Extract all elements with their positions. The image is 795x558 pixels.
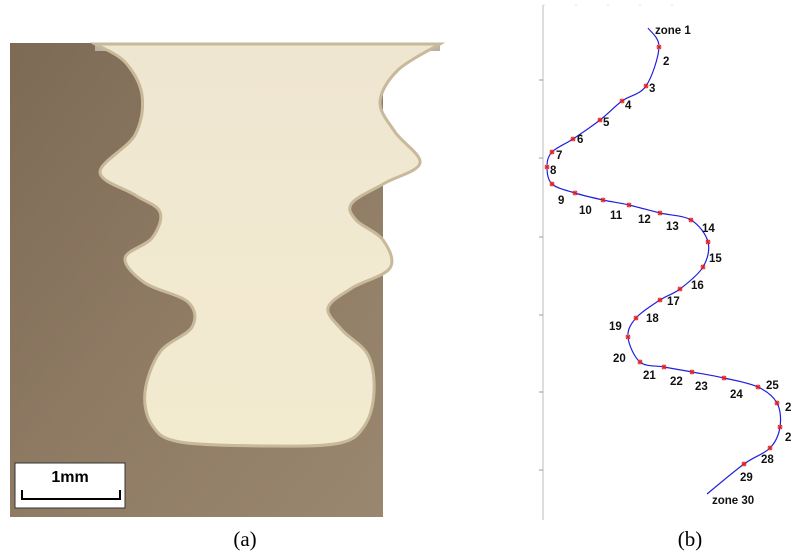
zone-label: 3 bbox=[649, 83, 655, 95]
zone-label: 23 bbox=[695, 381, 708, 393]
page: 1mm zone 1234567891011121314151617181920… bbox=[0, 0, 795, 558]
zone-label: 7 bbox=[556, 150, 562, 162]
zone-marker bbox=[658, 211, 663, 216]
profile-curve bbox=[547, 28, 781, 494]
zone-label: zone 1 bbox=[655, 25, 691, 37]
zone-label: 20 bbox=[613, 353, 626, 365]
zone-marker bbox=[620, 99, 625, 104]
zone-label: 4 bbox=[625, 100, 632, 112]
zone-marker bbox=[545, 165, 550, 170]
zone-marker bbox=[644, 84, 649, 89]
zone-marker bbox=[571, 137, 576, 142]
zone-label: 16 bbox=[691, 280, 704, 292]
zone-marker bbox=[678, 287, 683, 292]
zone-label: 29 bbox=[740, 472, 753, 484]
zone-label: 22 bbox=[670, 376, 683, 388]
caption-b: (b) bbox=[678, 527, 703, 551]
zone-marker bbox=[627, 203, 632, 208]
zone-marker bbox=[775, 401, 780, 406]
zone-label: 2 bbox=[785, 432, 791, 444]
panel-a-photo: 1mm bbox=[10, 43, 440, 517]
zone-label: 15 bbox=[709, 253, 722, 265]
zone-label: 19 bbox=[609, 321, 622, 333]
zone-marker bbox=[550, 182, 555, 187]
zone-label: 11 bbox=[610, 210, 623, 222]
zone-label: 10 bbox=[579, 205, 592, 217]
zone-marker bbox=[601, 198, 606, 203]
zone-marker bbox=[722, 376, 727, 381]
slot bbox=[95, 44, 440, 446]
zone-label: 12 bbox=[638, 214, 651, 226]
zone-marker bbox=[662, 365, 667, 370]
zone-label: 5 bbox=[603, 117, 610, 129]
zone-marker bbox=[701, 265, 706, 270]
zone-label: 2 bbox=[785, 402, 791, 414]
caption-a: (a) bbox=[233, 527, 256, 551]
zone-label: 9 bbox=[558, 195, 564, 207]
zone-marker bbox=[706, 240, 711, 245]
zone-marker bbox=[658, 298, 663, 303]
zone-marker bbox=[634, 316, 639, 321]
zone-label: zone 30 bbox=[712, 495, 754, 507]
zone-marker bbox=[598, 118, 603, 123]
zone-label: 8 bbox=[550, 165, 557, 177]
zone-label: 21 bbox=[643, 370, 656, 382]
zone-label: 2 bbox=[663, 56, 669, 68]
zone-marker bbox=[689, 218, 694, 223]
zone-label: 18 bbox=[646, 313, 659, 325]
zone-marker bbox=[573, 191, 578, 196]
zone-marker bbox=[756, 385, 761, 390]
zone-label: 25 bbox=[766, 380, 779, 392]
zone-label: 13 bbox=[666, 221, 679, 233]
zone-label: 6 bbox=[577, 134, 583, 146]
zone-marker bbox=[550, 150, 555, 155]
zone-marker bbox=[638, 360, 643, 365]
zone-marker bbox=[626, 335, 631, 340]
zone-marker bbox=[768, 446, 773, 451]
scale-bar-label: 1mm bbox=[51, 469, 88, 486]
zone-label: 28 bbox=[761, 454, 774, 466]
zone-label: 14 bbox=[702, 223, 715, 235]
zone-marker bbox=[690, 370, 695, 375]
zone-label: 17 bbox=[667, 296, 680, 308]
zone-marker bbox=[778, 425, 783, 430]
zone-label: 24 bbox=[730, 389, 743, 401]
zone-marker bbox=[657, 45, 662, 50]
figure: 1mm zone 1234567891011121314151617181920… bbox=[0, 0, 795, 558]
zone-marker bbox=[742, 462, 747, 467]
